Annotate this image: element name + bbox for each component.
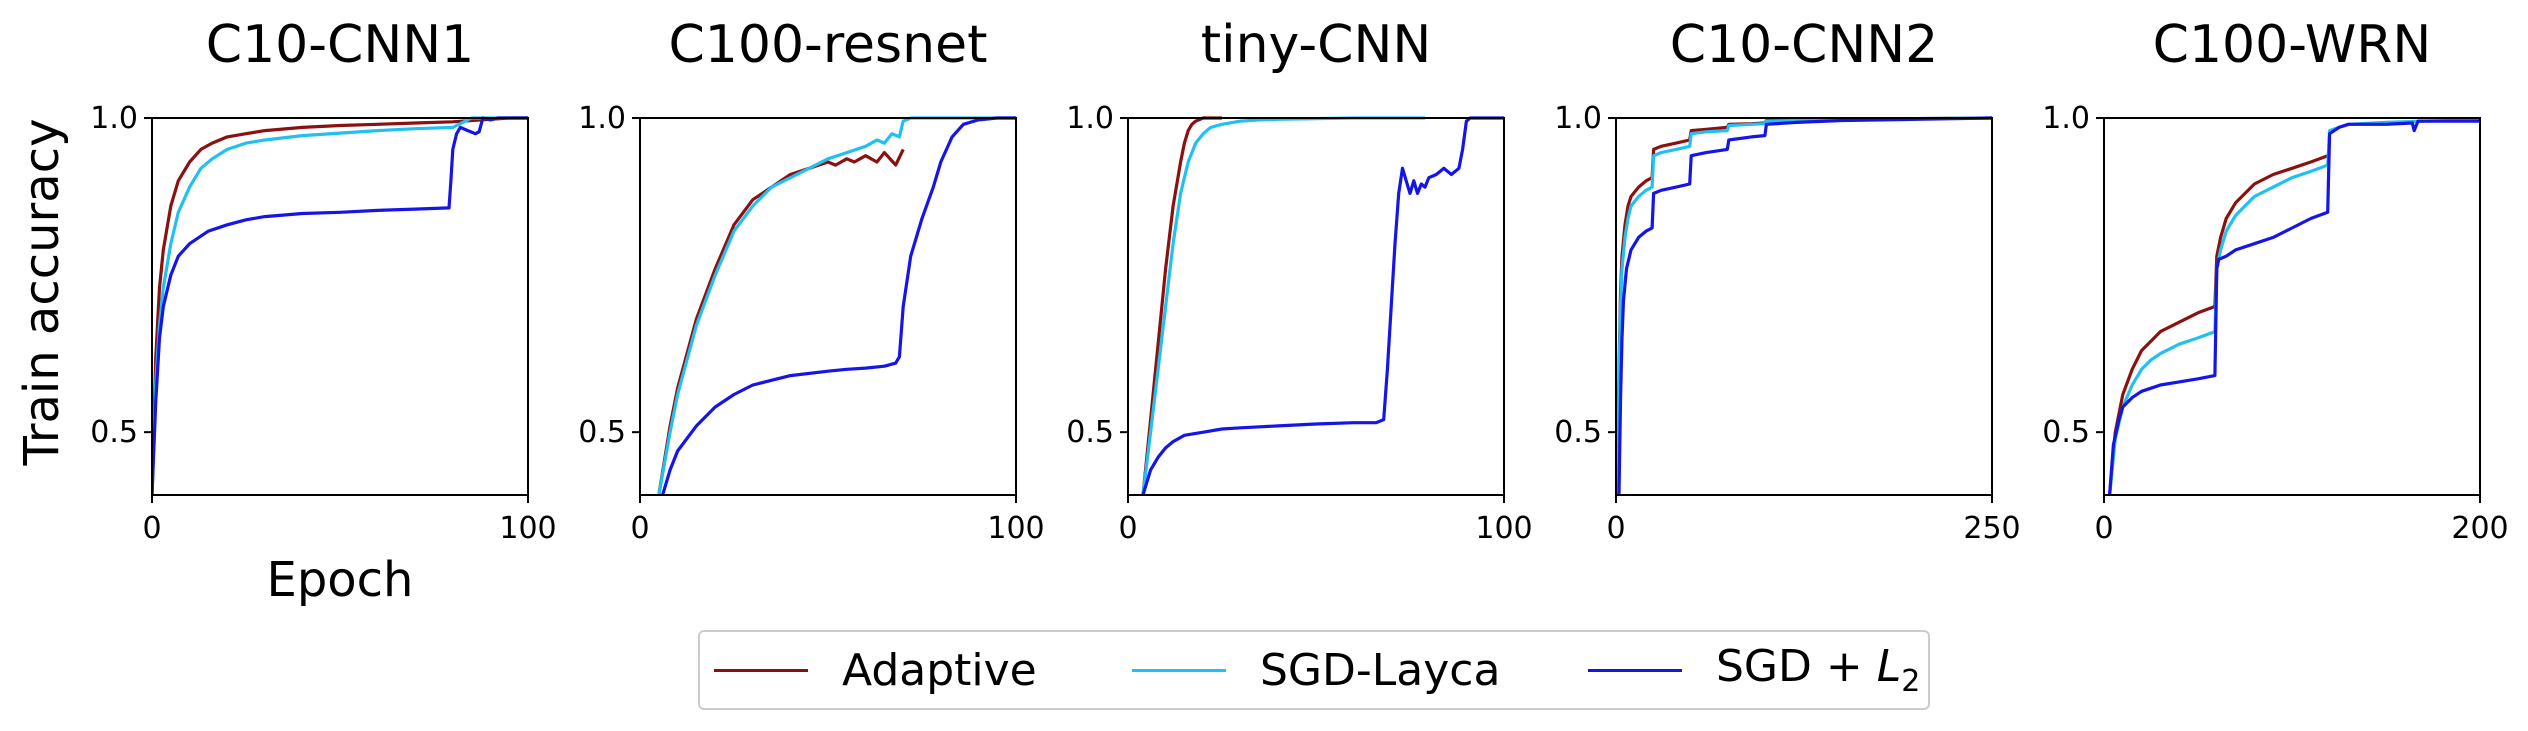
y-tick-label: 0.5 <box>1066 415 1114 450</box>
plot-frame <box>2103 117 2481 496</box>
panel-3: tiny-CNN 0.5 1.0 0 100 <box>1066 15 1532 546</box>
plot-frame <box>639 117 1017 496</box>
plot-frame <box>1615 117 1993 496</box>
series-line-sgd-layca <box>657 116 1016 495</box>
x-axis-label: Epoch <box>267 552 414 608</box>
legend-label-sgd-l2-subscript: 2 <box>1901 663 1921 699</box>
series-line-adaptive <box>657 148 905 495</box>
plot-frame <box>151 117 529 496</box>
legend-label-sgd-l2: SGD + L2 <box>1716 641 1920 699</box>
series-line-sgd-layca <box>1141 116 1425 495</box>
series-line-sgd-layca <box>1616 116 1992 495</box>
series-group <box>152 116 528 495</box>
panel-2: C100-resnet 0.5 1.0 0 100 <box>578 15 1044 546</box>
legend-swatch-adaptive <box>714 668 808 672</box>
panel-title: C10-CNN1 <box>206 15 474 75</box>
series-line-adaptive <box>152 116 528 495</box>
legend-item-adaptive: Adaptive <box>714 632 1037 708</box>
series-line-sgd-layca <box>2108 118 2480 495</box>
series-group <box>1141 116 1504 495</box>
series-line-adaptive <box>1141 116 1222 495</box>
x-tick-label: 0 <box>2094 511 2113 546</box>
panel-5: C100-WRN 0.5 1.0 0 200 <box>2042 15 2508 546</box>
legend-swatch-sgd-layca <box>1132 668 1226 672</box>
x-tick-label: 0 <box>1606 511 1625 546</box>
series-line-sgd-l2 <box>1141 116 1504 495</box>
y-tick-label: 0.5 <box>1554 415 1602 450</box>
series-line-sgd-l2 <box>152 116 528 495</box>
x-tick-label: 100 <box>1475 511 1532 546</box>
x-tick-label: 0 <box>142 511 161 546</box>
legend-label-l-italic: L <box>1876 641 1902 693</box>
legend-item-sgd-layca: SGD-Layca <box>1132 632 1500 708</box>
panel-title: C100-resnet <box>669 15 988 75</box>
y-tick-label: 1.0 <box>2042 101 2090 136</box>
y-tick-label: 1.0 <box>1066 101 1114 136</box>
x-tick-label: 250 <box>1963 511 2020 546</box>
y-tick-label: 0.5 <box>2042 415 2090 450</box>
x-tick-label: 200 <box>2451 511 2508 546</box>
series-line-adaptive <box>1616 116 1992 495</box>
series-group <box>2108 118 2480 495</box>
legend-label-adaptive: Adaptive <box>842 644 1037 696</box>
plot-frame <box>1127 117 1505 496</box>
legend-label-sgd-layca: SGD-Layca <box>1260 644 1501 696</box>
y-tick-label: 1.0 <box>578 101 626 136</box>
y-tick-label: 0.5 <box>578 415 626 450</box>
panel-title: C100-WRN <box>2153 15 2432 75</box>
panel-title: tiny-CNN <box>1201 15 1432 75</box>
legend-swatch-sgd-l2 <box>1588 668 1682 672</box>
y-tick-label: 1.0 <box>90 101 138 136</box>
legend-label-sgd-l2-text: SGD + L <box>1716 641 1902 693</box>
legend-item-sgd-l2: SGD + L2 <box>1588 632 1920 708</box>
series-group <box>657 116 1016 495</box>
x-tick-label: 0 <box>630 511 649 546</box>
x-tick-label: 0 <box>1118 511 1137 546</box>
panel-title: C10-CNN2 <box>1670 15 1938 75</box>
series-line-sgd-l2 <box>661 116 1016 495</box>
panel-1: C10-CNN1 0.5 1.0 0 100 <box>90 15 556 546</box>
series-line-sgd-l2 <box>1617 116 1992 495</box>
y-tick-label: 1.0 <box>1554 101 1602 136</box>
y-axis-label: Train accuracy <box>14 119 70 467</box>
series-line-adaptive <box>2108 154 2329 495</box>
series-line-sgd-layca <box>152 116 528 495</box>
legend: Adaptive SGD-Layca SGD + L2 <box>698 630 1930 710</box>
x-tick-label: 100 <box>987 511 1044 546</box>
x-tick-label: 100 <box>499 511 556 546</box>
series-line-sgd-l2 <box>2108 119 2480 495</box>
series-group <box>1616 116 1992 495</box>
panel-4: C10-CNN2 0.5 1.0 0 250 <box>1554 15 2020 546</box>
y-tick-label: 0.5 <box>90 415 138 450</box>
